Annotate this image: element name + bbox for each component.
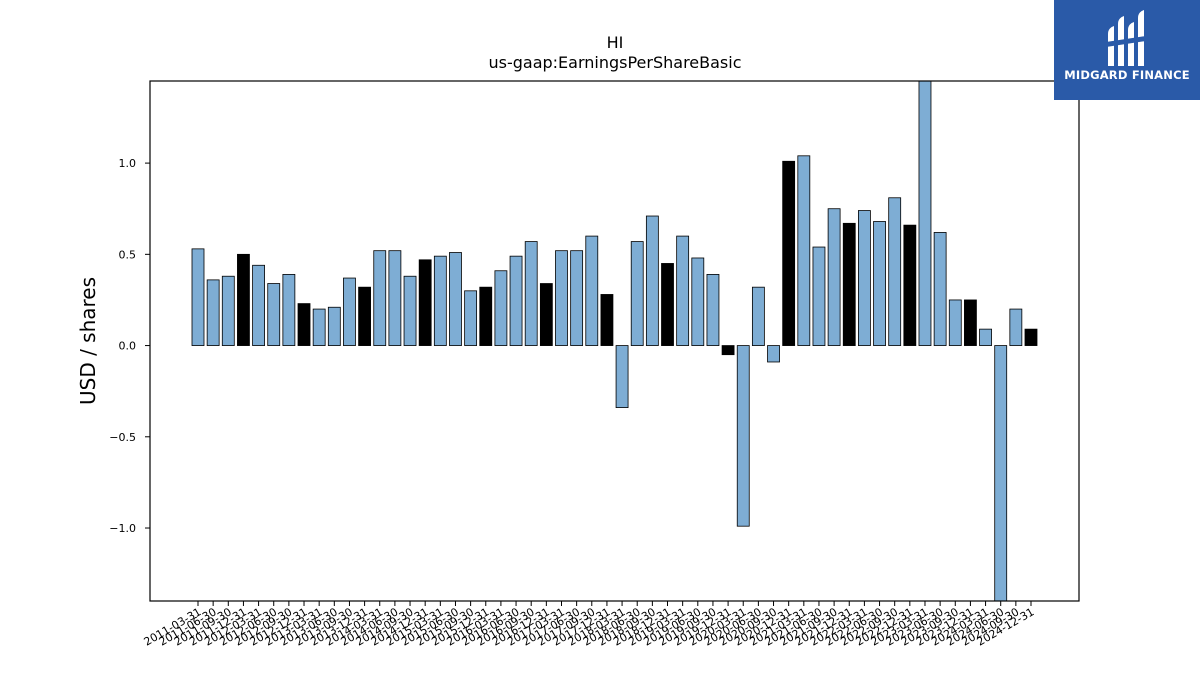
bar-2020-06-30: [751, 286, 765, 346]
bar-2013-12-31: [358, 286, 372, 346]
bar-2018-06-30: [630, 241, 644, 346]
midgard-finance-logo: MIDGARD FINANCE: [1054, 0, 1200, 100]
chart-subtitle: us-gaap:EarningsPerShareBasic: [488, 53, 741, 72]
bar-2016-09-30: [524, 241, 538, 346]
y-tick-label: 0.5: [119, 248, 137, 261]
bar-2014-12-31: [418, 259, 432, 346]
bar-2017-12-31: [600, 294, 614, 346]
bar-2021-03-31: [797, 155, 811, 346]
bar-2011-03-31: [191, 248, 205, 346]
bar-2013-03-31: [312, 308, 326, 346]
bar-2011-09-30: [221, 275, 235, 346]
bar-2023-06-30: [933, 232, 947, 346]
bar-2022-06-30: [873, 221, 886, 346]
bar-2012-06-30: [267, 283, 281, 346]
plot-frame: [149, 80, 1080, 602]
bar-2021-06-30: [812, 246, 826, 346]
midgard-logo-icon: [1106, 10, 1146, 66]
bar-2020-12-31: [782, 160, 796, 346]
bar-2021-12-31: [842, 222, 856, 346]
x-axis-ticks: 2011-03-312011-06-302011-09-302011-12-31…: [142, 601, 1037, 649]
bar-2017-09-30: [585, 235, 599, 346]
bar-2021-09-30: [827, 208, 841, 346]
bar-2024-09-30: [1009, 308, 1023, 346]
bar-2024-03-31: [979, 328, 992, 346]
bar-2023-09-30: [948, 299, 962, 346]
bar-2014-09-30: [403, 275, 417, 346]
bar-2014-03-31: [373, 250, 387, 346]
bar-2013-06-30: [327, 306, 341, 346]
bar-2018-09-30: [645, 215, 659, 346]
bar-2014-06-30: [388, 250, 402, 346]
bar-2015-09-30: [464, 290, 478, 346]
bar-2019-06-30: [691, 257, 705, 346]
bar-2015-12-31: [479, 286, 493, 346]
y-axis-ticks: −1.0 −0.5 0.0 0.5 1.0: [109, 157, 150, 535]
bar-2016-12-31: [539, 283, 553, 346]
bar-2016-03-31: [494, 270, 508, 346]
y-tick-label: −0.5: [109, 431, 136, 444]
y-tick-label: 0.0: [119, 340, 137, 353]
y-axis-label: USD / shares: [76, 277, 100, 405]
y-tick-label: −1.0: [109, 522, 136, 535]
bar-2011-12-31: [237, 253, 250, 346]
logo-text: MIDGARD FINANCE: [1064, 68, 1190, 82]
bar-2012-09-30: [282, 273, 296, 346]
bar-2013-09-30: [343, 277, 356, 346]
bar-2012-12-31: [297, 303, 311, 346]
bar-2017-03-31: [555, 250, 568, 346]
bar-2012-03-31: [252, 264, 265, 346]
bar-2015-03-31: [433, 255, 447, 346]
bar-2023-12-31: [964, 299, 977, 346]
bar-2019-12-31: [721, 345, 735, 356]
bar-2020-03-31: [736, 345, 750, 527]
bar-2023-03-31: [918, 80, 932, 346]
bar-2015-06-30: [449, 252, 462, 346]
bar-2019-09-30: [706, 273, 720, 346]
bar-2024-12-31: [1024, 328, 1038, 346]
bar-series: [191, 80, 1038, 602]
bar-2022-12-31: [903, 224, 917, 346]
bar-2024-06-30: [994, 345, 1008, 602]
bar-2018-03-31: [615, 345, 629, 408]
bar-2017-06-30: [570, 250, 584, 346]
bar-2022-03-31: [858, 210, 871, 346]
y-tick-label: 1.0: [119, 157, 137, 170]
bar-2018-12-31: [661, 263, 674, 346]
bar-2020-09-30: [767, 345, 780, 363]
chart-title: HI: [607, 33, 624, 52]
bar-2022-09-30: [888, 197, 902, 346]
bar-2016-06-30: [509, 255, 523, 346]
bar-2011-06-30: [206, 279, 220, 346]
bar-2019-03-31: [676, 235, 690, 346]
